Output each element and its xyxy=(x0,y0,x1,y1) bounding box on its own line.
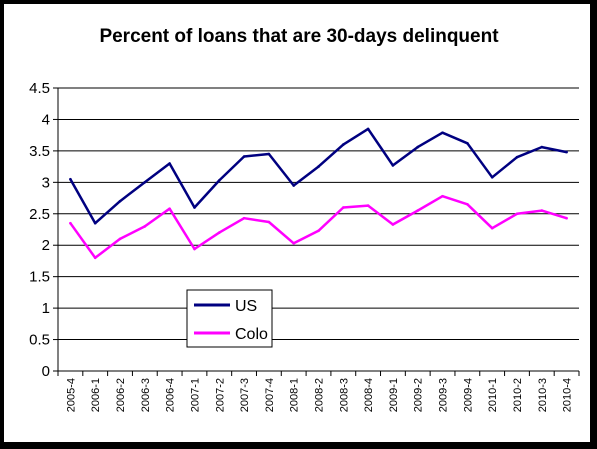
data-point-us xyxy=(565,150,568,154)
data-point-colo xyxy=(391,223,395,226)
x-tick-label: 2009-1 xyxy=(388,378,400,412)
y-tick-label: 0.5 xyxy=(29,332,50,349)
y-tick-label: 3 xyxy=(42,174,50,191)
data-point-us xyxy=(193,206,196,209)
data-point-colo xyxy=(490,226,494,230)
data-point-us xyxy=(366,127,370,131)
x-tick-label: 2010-3 xyxy=(537,378,549,412)
legend-label-colo: Colo xyxy=(235,326,268,343)
y-tick-label: 4 xyxy=(42,111,50,128)
data-point-colo xyxy=(267,220,271,224)
y-tick-label: 4.5 xyxy=(29,80,50,97)
data-point-colo xyxy=(118,237,122,241)
x-tick-label: 2006-4 xyxy=(165,378,177,412)
data-point-us xyxy=(317,165,320,168)
x-tick-label: 2010-2 xyxy=(512,378,524,412)
legend-box xyxy=(186,289,273,348)
chart-title: Percent of loans that are 30-days delinq… xyxy=(99,26,499,47)
data-point-us xyxy=(118,199,122,203)
x-tick-label: 2010-1 xyxy=(487,378,499,412)
data-point-colo xyxy=(193,247,196,251)
chart-frame: Percent of loans that are 30-days delinq… xyxy=(4,4,590,442)
data-point-colo xyxy=(168,207,171,210)
x-tick-label: 2010-4 xyxy=(562,378,574,412)
data-point-us xyxy=(490,176,494,179)
x-tick-label: 2007-2 xyxy=(214,378,226,412)
line-chart: Percent of loans that are 30-days delinq… xyxy=(29,26,580,412)
data-point-colo xyxy=(218,231,221,234)
x-tick-label: 2008-4 xyxy=(363,378,375,412)
data-point-us xyxy=(515,155,519,159)
y-tick-label: 1.5 xyxy=(29,269,50,286)
y-tick-label: 3.5 xyxy=(29,143,50,160)
data-point-us xyxy=(416,145,420,149)
x-tick-label: 2009-2 xyxy=(413,378,425,412)
y-axis-ticks: 0 0.5 1 1.5 2 2.5 3 3.5 4 4.5 xyxy=(29,80,58,380)
x-tick-label: 2005-4 xyxy=(65,378,77,412)
x-tick-label: 2009-4 xyxy=(462,378,474,412)
data-point-us xyxy=(143,181,147,184)
y-tick-label: 2.5 xyxy=(29,206,50,223)
data-point-colo xyxy=(565,216,568,220)
data-point-us xyxy=(540,145,544,149)
data-point-colo xyxy=(317,229,320,233)
x-tick-label: 2007-1 xyxy=(189,378,201,412)
x-tick-label: 2006-3 xyxy=(140,378,152,412)
data-point-us xyxy=(292,184,296,187)
data-point-us xyxy=(69,177,72,181)
series-lines xyxy=(69,127,568,260)
data-point-us xyxy=(218,179,221,182)
x-tick-label: 2008-1 xyxy=(289,378,301,412)
y-tick-label: 2 xyxy=(42,237,50,254)
data-point-us xyxy=(93,221,97,225)
data-point-colo xyxy=(69,221,72,225)
gridlines xyxy=(58,87,579,341)
data-point-us xyxy=(441,131,444,134)
x-tick-label: 2007-3 xyxy=(239,378,251,412)
x-tick-label: 2008-3 xyxy=(338,378,350,412)
data-point-us xyxy=(168,162,171,165)
data-point-us xyxy=(342,143,345,146)
legend: US Colo xyxy=(186,289,273,348)
data-point-us xyxy=(466,142,469,145)
data-point-us xyxy=(391,164,395,167)
x-tick-label: 2007-4 xyxy=(264,378,276,412)
data-point-colo xyxy=(466,203,469,206)
data-point-colo xyxy=(143,225,147,228)
data-point-colo xyxy=(366,204,370,207)
x-axis-ticks: 2005-4 2006-1 2006-2 2006-3 2006-4 2007-1 2007… xyxy=(57,371,580,412)
data-point-colo xyxy=(93,256,97,260)
x-tick-label: 2008-2 xyxy=(314,378,326,412)
data-point-colo xyxy=(342,206,345,209)
x-tick-label: 2006-1 xyxy=(90,378,102,412)
x-tick-label: 2006-2 xyxy=(115,378,127,412)
y-tick-label: 0 xyxy=(42,363,50,380)
y-tick-label: 1 xyxy=(42,300,50,317)
data-point-colo xyxy=(540,209,544,212)
data-point-colo xyxy=(292,242,296,245)
data-point-colo xyxy=(242,216,246,220)
data-point-us xyxy=(242,155,246,158)
data-point-colo xyxy=(515,212,519,216)
x-tick-label: 2009-3 xyxy=(438,378,450,412)
data-point-colo xyxy=(441,194,444,198)
data-point-us xyxy=(267,152,271,156)
legend-label-us: US xyxy=(235,298,257,315)
axes xyxy=(57,88,579,372)
data-point-colo xyxy=(416,209,420,212)
